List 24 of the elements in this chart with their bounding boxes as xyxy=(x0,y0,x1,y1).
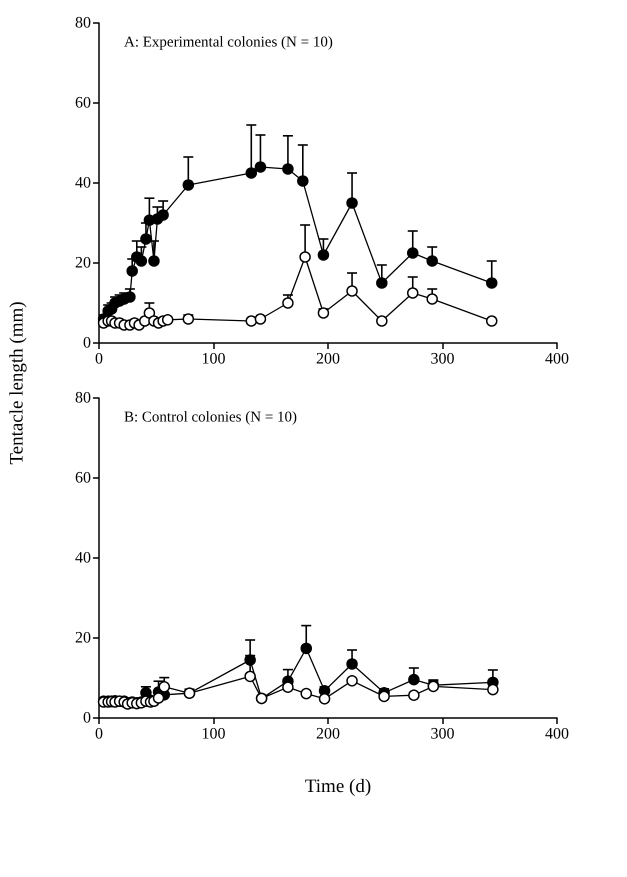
x-tick-label: 400 xyxy=(545,350,569,368)
y-tick-label: 60 xyxy=(75,470,91,486)
x-tick-label: 400 xyxy=(545,726,569,742)
y-tick-label: 60 xyxy=(75,94,91,112)
x-tick-label: 300 xyxy=(430,350,454,368)
text: B: Control colonies (N = 10) xyxy=(124,410,298,426)
y-tick-label: 40 xyxy=(75,174,91,192)
y-tick-label: 20 xyxy=(75,630,91,646)
y-tick-label: 0 xyxy=(83,334,91,352)
x-tick-label: 200 xyxy=(316,726,340,742)
y-tick-label: 0 xyxy=(83,710,91,726)
x-tick-label: 300 xyxy=(430,726,454,742)
x-axis-title: Time (d) xyxy=(304,776,372,798)
x-tick-label: 0 xyxy=(95,726,103,742)
y-axis-title: Tentacle length (mm) xyxy=(7,301,29,465)
x-tick-label: 0 xyxy=(95,350,103,368)
y-tick-label: 20 xyxy=(75,254,91,272)
text: A: Experimental colonies (N = 10) xyxy=(124,34,333,50)
x-tick-label: 100 xyxy=(202,350,226,368)
x-tick-label: 100 xyxy=(202,726,226,742)
x-tick-label: 200 xyxy=(316,350,340,368)
y-tick-label: 80 xyxy=(75,390,91,406)
y-tick-label: 80 xyxy=(75,14,91,32)
y-tick-label: 40 xyxy=(75,550,91,566)
